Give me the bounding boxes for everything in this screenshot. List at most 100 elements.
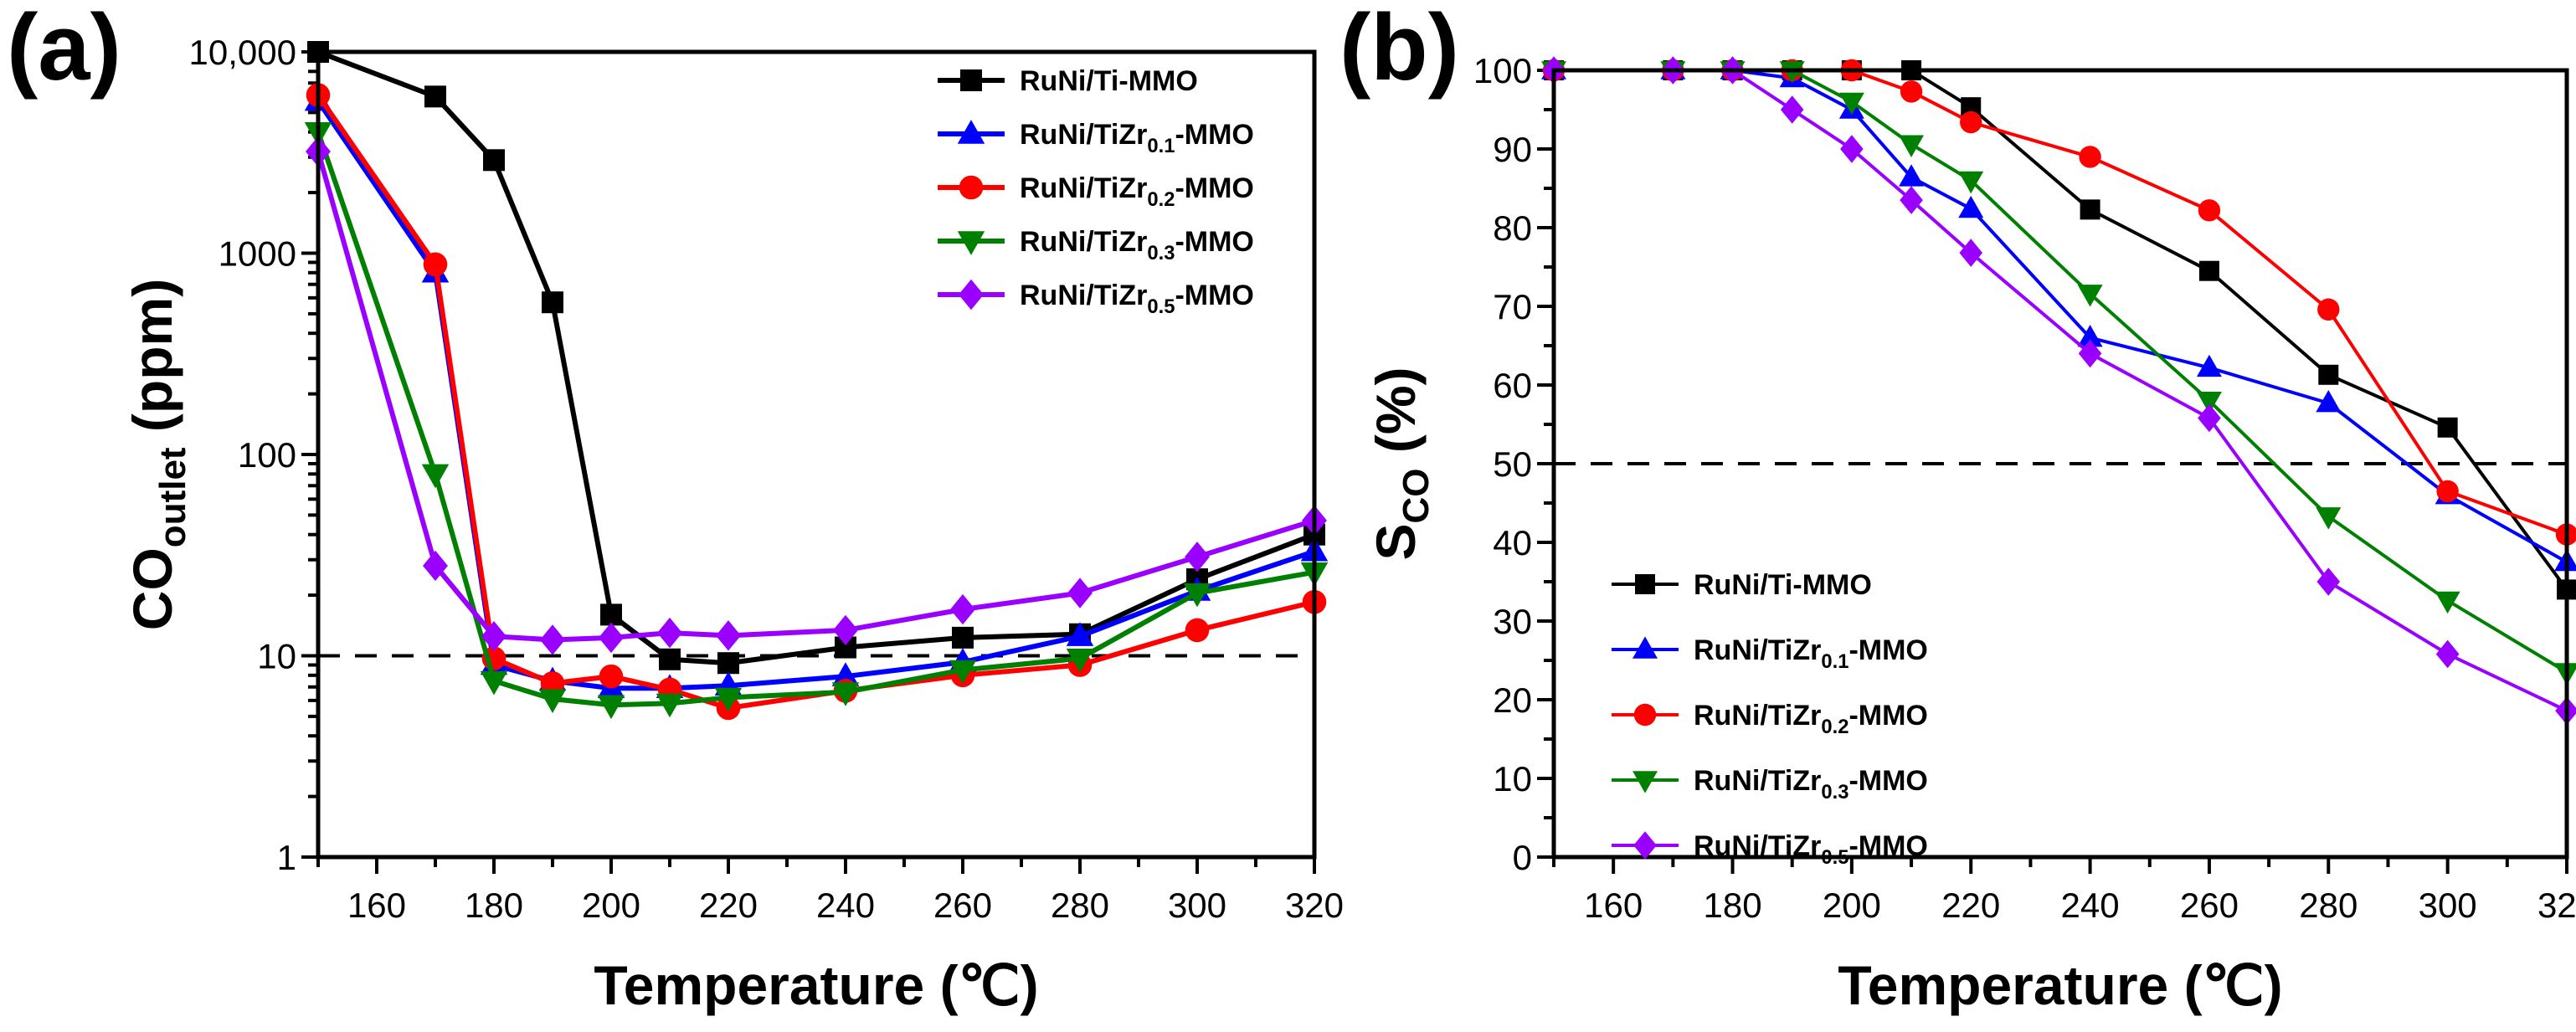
legend-label-main: RuNi/TiZr	[1020, 119, 1147, 151]
legend-label: RuNi/TiZr0.2-MMO	[1020, 172, 1254, 211]
y-tick-label: 40	[1493, 523, 1532, 562]
y-axis-title-main: S	[1365, 523, 1427, 560]
y-axis-title-sub: outlet	[152, 447, 193, 547]
marker-diamond	[2435, 639, 2460, 669]
marker-triangle-down	[656, 693, 684, 718]
marker-diamond	[1780, 95, 1804, 124]
marker-triangle-down	[1066, 648, 1094, 673]
marker-diamond	[657, 617, 682, 649]
marker-circle	[1185, 618, 1210, 643]
legend-label-main: RuNi/TiZr	[1694, 765, 1821, 797]
marker-triangle-down	[538, 689, 567, 714]
x-tick-label: 280	[1051, 886, 1109, 925]
marker-triangle-down	[480, 670, 508, 696]
marker-square	[483, 149, 505, 172]
legend-label-sub: 0.3	[1147, 242, 1175, 264]
marker-diamond	[2316, 567, 2341, 596]
marker-triangle-down	[831, 682, 860, 706]
marker-diamond	[1840, 135, 1864, 163]
legend-label-suffix: -MMO	[1848, 700, 1927, 732]
marker-square	[424, 85, 446, 108]
marker-diamond	[2078, 339, 2102, 368]
marker-triangle-down	[714, 687, 743, 712]
x-tick-label: 260	[2180, 886, 2239, 925]
x-tick-label: 180	[465, 886, 523, 925]
x-tick-label: 300	[2419, 886, 2477, 925]
legend-label: RuNi/TiZr0.1-MMO	[1020, 119, 1254, 157]
marker-triangle-up	[957, 120, 985, 144]
series-4	[306, 136, 1327, 655]
marker-diamond	[716, 620, 741, 651]
marker-circle	[1960, 110, 1982, 134]
panel-b: 160 180 200 220 240 260 280 300 320 0 10 20 30 40 50 60…	[1339, 0, 2576, 1016]
marker-circle	[2079, 146, 2101, 168]
plot-frame	[316, 49, 1317, 860]
marker-square	[542, 291, 563, 314]
y-tick-label: 60	[1493, 366, 1532, 405]
marker-circle	[2436, 480, 2459, 503]
legend-label: RuNi/TiZr0.2-MMO	[1694, 700, 1928, 738]
series-4	[1542, 56, 2576, 725]
marker-triangle-down	[2316, 507, 2342, 530]
x-tick-label: 240	[2061, 886, 2120, 925]
y-axis-title: COoutlet (ppm)	[121, 279, 193, 630]
legend-label: RuNi/Ti-MMO	[1020, 65, 1198, 97]
marker-triangle-down	[1899, 135, 1925, 157]
legend-label: RuNi/TiZr0.5-MMO	[1020, 280, 1254, 318]
legend: RuNi/Ti-MMORuNi/TiZr0.1-MMORuNi/TiZr0.2-…	[938, 65, 1254, 318]
marker-diamond	[481, 620, 506, 652]
series-line	[316, 131, 1315, 708]
x-tick-label: 160	[347, 886, 406, 925]
marker-square	[659, 648, 681, 670]
legend: RuNi/Ti-MMORuNi/TiZr0.1-MMORuNi/TiZr0.2-…	[1612, 569, 1928, 869]
legend-label-main: RuNi/Ti-MMO	[1694, 569, 1872, 601]
marker-triangle-up	[2077, 325, 2103, 347]
legend-item: RuNi/TiZr0.1-MMO	[938, 119, 1254, 157]
y-tick-label: 1000	[219, 234, 296, 274]
marker-triangle-down	[1838, 92, 1864, 116]
marker-triangle-down	[2196, 392, 2222, 414]
legend-label-suffix: -MMO	[1175, 172, 1253, 204]
y-tick-label: 80	[1493, 208, 1532, 248]
x-tick-label: 320	[2537, 886, 2576, 925]
y-tick-label: 10,000	[189, 33, 296, 72]
marker-square	[2198, 260, 2219, 281]
marker-square	[2318, 364, 2339, 385]
x-tick-label: 220	[699, 886, 758, 925]
y-tick-label: 0	[1513, 838, 1532, 877]
legend-label: RuNi/TiZr0.3-MMO	[1020, 226, 1254, 264]
legend-label-sub: 0.5	[1147, 295, 1175, 318]
marker-circle	[599, 664, 624, 689]
legend-label-suffix: -MMO	[1848, 765, 1927, 797]
marker-triangle-up	[1958, 195, 1984, 218]
legend-label: RuNi/TiZr0.1-MMO	[1694, 634, 1928, 673]
legend-label: RuNi/TiZr0.3-MMO	[1694, 765, 1928, 804]
legend-item: RuNi/TiZr0.3-MMO	[938, 226, 1254, 264]
legend-item: RuNi/TiZr0.2-MMO	[938, 172, 1254, 211]
legend-label-sub: 0.1	[1147, 135, 1175, 157]
legend-label-main: RuNi/TiZr	[1694, 830, 1821, 862]
x-tick-label: 300	[1168, 886, 1226, 925]
legend-label-suffix: -MMO	[1848, 830, 1927, 862]
x-axis-title: Temperature (℃)	[1838, 954, 2282, 1016]
panel-label: (a)	[7, 0, 121, 100]
marker-diamond	[1900, 186, 1923, 214]
legend-label: RuNi/Ti-MMO	[1694, 569, 1872, 601]
marker-circle	[959, 175, 984, 200]
x-axis-title: Temperature (℃)	[594, 954, 1038, 1016]
y-axis-title-suffix: (ppm)	[121, 279, 183, 448]
marker-triangle-up	[831, 662, 860, 686]
x-tick-label: 320	[1285, 886, 1344, 925]
series-2	[306, 83, 1327, 721]
x-tick-label: 240	[816, 886, 875, 925]
panel-a: 160 180 200 220 240 260 280 300 320 1 10 100 1000 10,…	[7, 0, 1344, 1016]
marker-square	[2080, 199, 2100, 220]
legend-item: RuNi/Ti-MMO	[1612, 569, 1872, 601]
marker-diamond	[599, 622, 624, 654]
marker-triangle-up	[1066, 622, 1094, 646]
x-tick-label: 180	[1703, 886, 1761, 925]
marker-diamond	[423, 550, 448, 582]
legend-label-sub: 0.3	[1821, 781, 1848, 804]
marker-diamond	[959, 279, 984, 311]
legend-label-sub: 0.1	[1821, 650, 1848, 673]
